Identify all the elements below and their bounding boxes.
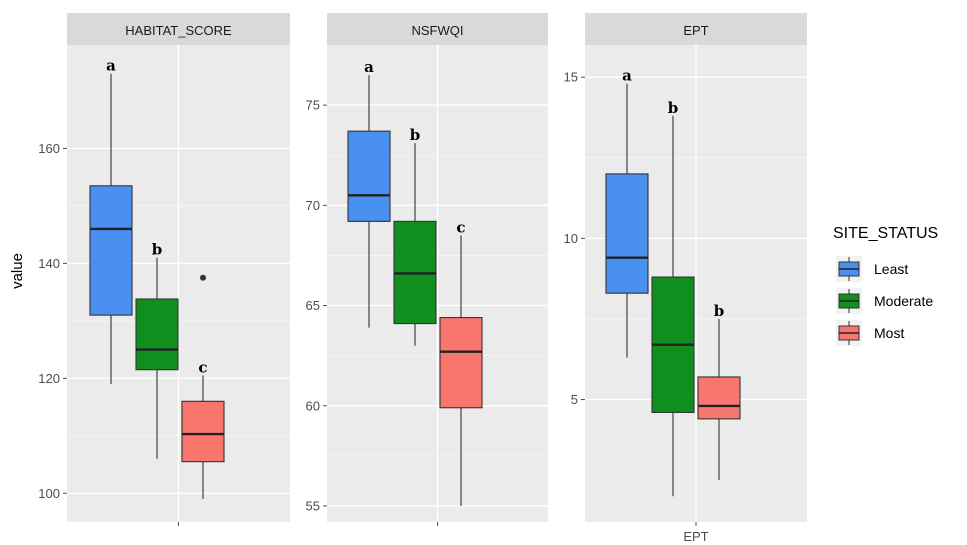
facet-strip-label: HABITAT_SCORE xyxy=(125,23,232,38)
box-least: a xyxy=(605,67,649,358)
box-least: a xyxy=(347,58,391,328)
y-tick-label: 100 xyxy=(38,486,60,501)
legend-item-least: Least xyxy=(836,256,908,282)
facet-strip-label: NSFWQI xyxy=(412,23,464,38)
facet-strip xyxy=(585,13,807,45)
box-most: b xyxy=(697,302,741,481)
significance-letter: a xyxy=(622,67,632,85)
box-moderate: b xyxy=(135,241,179,459)
legend-item-moderate: Moderate xyxy=(836,288,933,314)
iqr-box xyxy=(605,173,649,294)
legend-label: Most xyxy=(874,325,904,341)
panel-ept: EPT 5 10 15 EPT a b b xyxy=(564,13,807,544)
y-tick-label: 120 xyxy=(38,371,60,386)
outlier-point xyxy=(200,274,206,281)
y-tick-label: 70 xyxy=(306,198,320,213)
box-moderate: b xyxy=(651,99,695,497)
x-tick-label: EPT xyxy=(683,529,708,544)
y-tick-label: 75 xyxy=(306,98,320,113)
iqr-box xyxy=(347,130,391,222)
y-tick-label: 60 xyxy=(306,398,320,413)
y-tick-label: 160 xyxy=(38,141,60,156)
facet-strip xyxy=(327,13,548,45)
y-tick-label: 10 xyxy=(564,231,578,246)
panel-nsfwqi: NSFWQI 55 60 65 70 75 a b c xyxy=(306,13,548,526)
significance-letter: a xyxy=(106,57,116,75)
box-least: a xyxy=(89,57,133,385)
y-axis-title: value xyxy=(9,253,26,289)
legend: SITE_STATUS Least Moderate Most xyxy=(833,225,938,346)
box-most: c xyxy=(439,218,483,506)
significance-letter: c xyxy=(456,218,465,236)
significance-letter: b xyxy=(152,241,163,259)
panel-habitat-score: HABITAT_SCORE 100 120 140 160 a b c xyxy=(38,13,290,526)
legend-label: Moderate xyxy=(874,293,933,309)
legend-item-most: Most xyxy=(836,320,904,346)
iqr-box xyxy=(89,185,133,316)
significance-letter: b xyxy=(410,126,421,144)
y-tick-label: 65 xyxy=(306,298,320,313)
iqr-box xyxy=(439,317,483,409)
iqr-box xyxy=(181,400,225,463)
legend-title: SITE_STATUS xyxy=(833,225,938,242)
box-most: c xyxy=(181,274,225,500)
significance-letter: a xyxy=(364,58,374,76)
iqr-box xyxy=(135,298,179,371)
significance-letter: b xyxy=(714,302,725,320)
legend-label: Least xyxy=(874,261,908,277)
box-moderate: b xyxy=(393,126,437,346)
y-tick-label: 140 xyxy=(38,256,60,271)
iqr-box xyxy=(697,376,741,420)
significance-letter: b xyxy=(668,99,679,117)
significance-letter: c xyxy=(198,358,207,376)
y-tick-label: 15 xyxy=(564,70,578,85)
y-tick-label: 5 xyxy=(571,392,578,407)
facet-panels: HABITAT_SCORE 100 120 140 160 a b c NSFWQI 55 60 65… xyxy=(38,13,807,544)
y-tick-label: 55 xyxy=(306,498,320,513)
facet-strip-label: EPT xyxy=(683,23,708,38)
facet-strip xyxy=(67,13,290,45)
